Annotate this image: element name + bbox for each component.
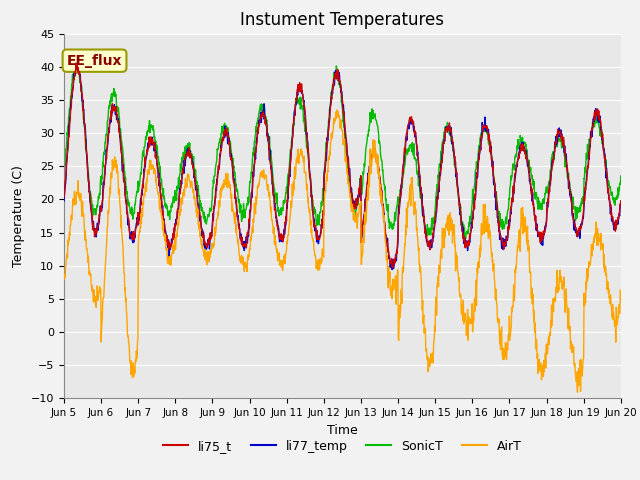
SonicT <box>184 141 191 146</box>
li77_temp <box>617 201 625 207</box>
Line: li77_temp: li77_temp <box>64 62 621 270</box>
li77_temp <box>246 209 254 215</box>
li75_t <box>502 238 510 243</box>
AirT <box>60 276 68 282</box>
li75_t <box>429 227 437 233</box>
Line: SonicT: SonicT <box>64 66 621 239</box>
li77_temp <box>171 228 179 234</box>
li77_temp <box>184 147 192 153</box>
AirT <box>333 107 340 113</box>
AirT <box>617 296 625 302</box>
AirT <box>170 247 178 253</box>
AirT <box>429 360 437 366</box>
Line: AirT: AirT <box>64 110 621 392</box>
Legend: li75_t, li77_temp, SonicT, AirT: li75_t, li77_temp, SonicT, AirT <box>158 435 527 458</box>
SonicT <box>429 220 437 226</box>
li77_temp <box>60 198 68 204</box>
li77_temp <box>74 59 81 65</box>
Line: li75_t: li75_t <box>64 63 621 267</box>
li75_t <box>184 148 192 154</box>
AirT <box>573 389 581 395</box>
li75_t <box>617 198 625 204</box>
li75_t <box>72 60 80 66</box>
li75_t <box>246 206 254 212</box>
Text: EE_flux: EE_flux <box>67 54 122 68</box>
li77_temp <box>502 233 510 239</box>
SonicT <box>246 179 254 184</box>
AirT <box>551 297 559 303</box>
li75_t <box>388 264 396 270</box>
SonicT <box>333 63 340 69</box>
Title: Instument Temperatures: Instument Temperatures <box>241 11 444 29</box>
Y-axis label: Temperature (C): Temperature (C) <box>12 165 26 267</box>
SonicT <box>502 219 510 225</box>
SonicT <box>617 173 625 179</box>
SonicT <box>60 172 68 178</box>
AirT <box>184 171 191 177</box>
li77_temp <box>552 144 559 150</box>
AirT <box>502 349 509 355</box>
li75_t <box>60 194 68 200</box>
X-axis label: Time: Time <box>327 424 358 437</box>
SonicT <box>170 195 178 201</box>
li75_t <box>171 227 179 232</box>
li77_temp <box>429 234 437 240</box>
AirT <box>246 247 254 252</box>
li75_t <box>552 139 559 145</box>
li77_temp <box>388 267 396 273</box>
SonicT <box>552 144 559 150</box>
SonicT <box>462 236 470 241</box>
